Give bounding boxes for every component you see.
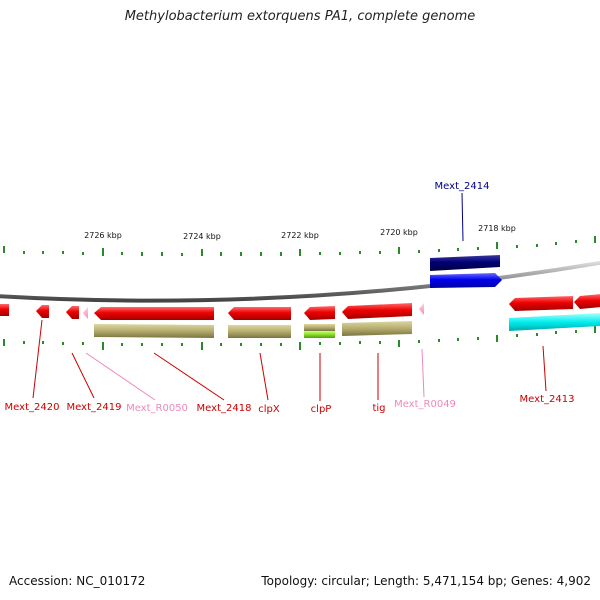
gene-mext-r0049[interactable] <box>419 303 424 315</box>
gene-arrow[interactable] <box>342 303 412 319</box>
gene-arrow[interactable] <box>36 305 49 318</box>
gene-arrow[interactable] <box>66 306 79 319</box>
scale-label: 2724 kbp <box>183 232 221 241</box>
scale-label: 2720 kbp <box>380 228 418 237</box>
gene-label[interactable]: Mext_R0050 <box>126 403 188 414</box>
leader-line <box>85 352 156 401</box>
scale-label: 2726 kbp <box>84 231 122 240</box>
gene-arrow[interactable] <box>419 303 424 315</box>
gene-arrow[interactable] <box>83 307 88 319</box>
gene-label[interactable]: Mext_2419 <box>67 402 122 413</box>
gene-arrow[interactable] <box>0 304 9 316</box>
gene-mext-2421[interactable] <box>0 304 9 316</box>
leader-line <box>32 319 43 399</box>
leader-line <box>259 352 269 401</box>
leader-line <box>461 192 464 242</box>
leader-line <box>421 348 425 398</box>
gene-label[interactable]: clpX <box>258 404 280 415</box>
lower-ticks <box>3 326 596 350</box>
gene-arrow[interactable] <box>228 307 291 320</box>
topology-text: Topology: circular; Length: 5,471,154 bp… <box>261 574 591 588</box>
gene-label[interactable]: Mext_2414 <box>435 181 490 192</box>
gene-mext-2413[interactable] <box>509 296 600 331</box>
cog-bar <box>304 331 335 338</box>
gene-label[interactable]: Mext_2418 <box>197 403 252 414</box>
gene-clpp[interactable] <box>304 306 335 338</box>
cog-bar <box>342 321 412 336</box>
gene-label[interactable]: tig <box>372 403 385 414</box>
cog-bar <box>304 324 335 331</box>
upper-ticks <box>3 236 596 256</box>
cog-bar <box>94 324 214 338</box>
gene-arrow[interactable] <box>94 307 214 320</box>
cog-bar <box>509 313 600 331</box>
scale-label: 2718 kbp <box>478 224 516 233</box>
gene-mext-2418[interactable] <box>94 307 214 338</box>
gene-arrow[interactable] <box>574 294 600 309</box>
gene-tig[interactable] <box>342 303 412 336</box>
gene-clpx[interactable] <box>228 307 291 338</box>
gene-label[interactable]: Mext_R0049 <box>394 399 456 410</box>
gene-label[interactable]: clpP <box>311 404 332 415</box>
gene-mext-r0050[interactable] <box>83 307 88 319</box>
gene-mext-2414[interactable] <box>430 255 502 288</box>
gene-arrow[interactable] <box>430 255 500 271</box>
gene-mext-2412[interactable] <box>574 294 600 309</box>
gene-mext-2420[interactable] <box>36 305 49 318</box>
leader-line <box>71 352 95 399</box>
leader-line <box>542 345 547 392</box>
gene-arrow[interactable] <box>509 296 573 311</box>
gene-arrow[interactable] <box>304 306 335 320</box>
cog-bar <box>228 325 291 338</box>
scale-label: 2722 kbp <box>281 231 319 240</box>
gene-arrow[interactable] <box>430 273 502 288</box>
genome-backbone <box>0 260 600 303</box>
leader-line <box>153 352 225 401</box>
gene-mext-2419[interactable] <box>66 306 79 319</box>
gene-label[interactable]: Mext_2413 <box>520 394 575 405</box>
gene-label[interactable]: Mext_2420 <box>5 402 60 413</box>
accession-text: Accession: NC_010172 <box>9 574 146 588</box>
map-title: Methylobacterium extorquens PA1, complet… <box>124 9 476 24</box>
